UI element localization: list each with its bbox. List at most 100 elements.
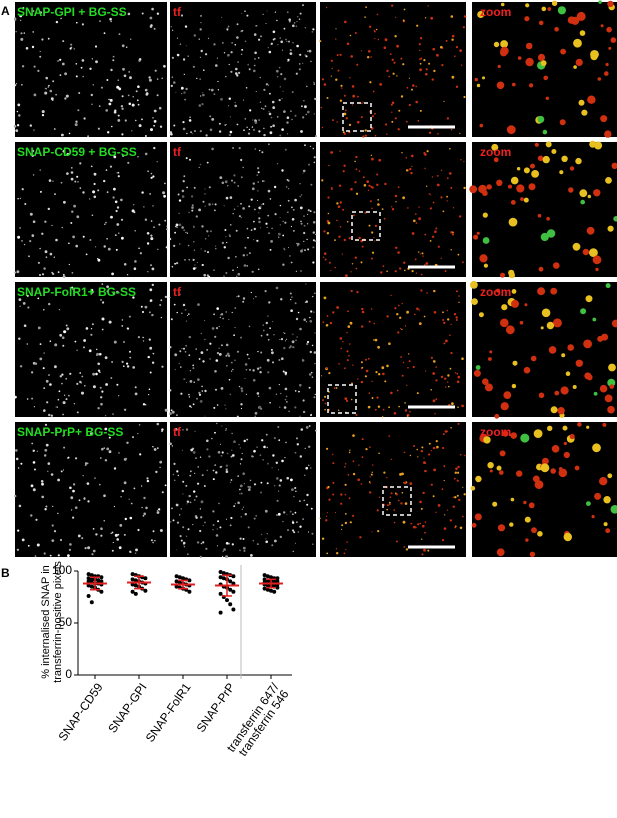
- punctum: [260, 454, 262, 456]
- punctum: [22, 188, 24, 190]
- punctum: [258, 396, 259, 397]
- punctum: [294, 199, 297, 202]
- punctum: [17, 124, 19, 126]
- punctum: [172, 266, 174, 268]
- punctum: [69, 543, 72, 546]
- punctum: [81, 392, 84, 395]
- data-point: [272, 590, 276, 594]
- punctum: [359, 170, 361, 172]
- punctum: [207, 274, 209, 276]
- punctum: [428, 63, 430, 65]
- punctum: [278, 439, 280, 441]
- punctum: [249, 129, 250, 130]
- data-point: [87, 594, 91, 598]
- punctum: [592, 443, 601, 452]
- punctum: [308, 531, 309, 532]
- punctum: [330, 151, 333, 154]
- punctum: [240, 159, 242, 161]
- punctum: [328, 222, 331, 225]
- punctum: [285, 399, 287, 401]
- punctum: [286, 514, 287, 515]
- punctum: [579, 189, 587, 197]
- punctum: [507, 125, 516, 134]
- punctum: [233, 174, 235, 176]
- punctum: [55, 239, 58, 242]
- punctum: [304, 225, 306, 227]
- punctum: [189, 405, 191, 407]
- punctum: [191, 195, 193, 197]
- punctum: [187, 501, 189, 503]
- punctum: [171, 508, 173, 510]
- punctum: [66, 398, 68, 400]
- punctum: [290, 49, 292, 51]
- punctum: [108, 248, 111, 251]
- punctum: [303, 241, 304, 242]
- punctum: [445, 386, 446, 387]
- punctum: [314, 363, 315, 364]
- punctum: [231, 479, 233, 481]
- punctum: [237, 206, 238, 207]
- punctum: [402, 303, 403, 304]
- punctum: [287, 179, 289, 181]
- punctum: [17, 236, 20, 239]
- punctum: [192, 524, 193, 525]
- punctum: [531, 356, 537, 362]
- punctum: [71, 211, 73, 213]
- punctum: [494, 414, 499, 419]
- punctum: [138, 104, 140, 106]
- punctum: [204, 522, 206, 524]
- punctum: [543, 130, 548, 135]
- punctum: [313, 82, 315, 84]
- punctum: [71, 509, 72, 510]
- punctum: [286, 186, 288, 188]
- punctum: [376, 174, 378, 176]
- punctum: [352, 364, 353, 365]
- punctum: [330, 322, 332, 324]
- punctum: [215, 64, 218, 67]
- punctum: [153, 147, 155, 149]
- punctum: [118, 172, 120, 174]
- punctum: [68, 243, 70, 245]
- row-label: SNAP-PrP+ BG-SS: [17, 425, 123, 439]
- punctum: [350, 271, 351, 272]
- punctum: [115, 234, 117, 236]
- punctum: [293, 496, 294, 497]
- punctum: [226, 519, 227, 520]
- data-point: [219, 611, 223, 615]
- punctum: [453, 506, 455, 508]
- punctum: [67, 554, 70, 557]
- punctum: [69, 487, 72, 490]
- punctum: [424, 532, 426, 534]
- punctum: [391, 112, 392, 113]
- punctum: [173, 463, 175, 465]
- punctum: [76, 176, 78, 178]
- punctum: [176, 262, 178, 264]
- punctum: [14, 272, 16, 274]
- punctum: [261, 534, 262, 535]
- punctum: [230, 196, 233, 199]
- punctum: [217, 528, 218, 529]
- punctum: [271, 349, 273, 351]
- punctum: [245, 118, 246, 119]
- punctum: [184, 99, 186, 101]
- punctum: [403, 262, 405, 264]
- punctum: [171, 409, 173, 411]
- punctum: [133, 204, 134, 205]
- punctum: [60, 74, 62, 76]
- punctum: [345, 110, 347, 112]
- punctum: [457, 480, 459, 482]
- punctum: [289, 255, 290, 256]
- punctum: [52, 80, 54, 82]
- punctum: [383, 265, 385, 267]
- punctum: [147, 232, 150, 235]
- punctum: [426, 186, 427, 187]
- punctum: [38, 327, 41, 330]
- punctum: [200, 516, 202, 518]
- punctum: [564, 452, 570, 458]
- punctum: [314, 113, 315, 114]
- punctum: [46, 444, 49, 447]
- punctum: [142, 311, 144, 313]
- punctum: [226, 124, 227, 125]
- punctum: [430, 240, 432, 242]
- punctum: [272, 467, 273, 468]
